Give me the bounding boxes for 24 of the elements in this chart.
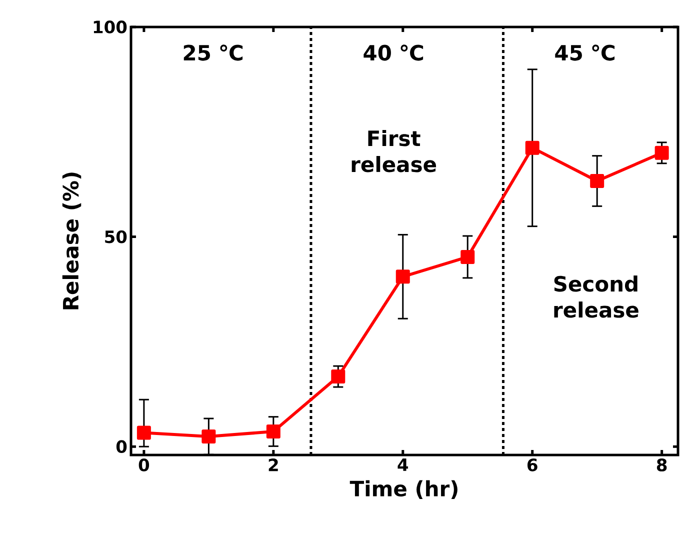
point (654, 146, 669, 160)
x-tick-label: 4 (398, 458, 408, 471)
x-tick-label: 8 (656, 458, 667, 472)
point (460, 250, 475, 264)
annotation: 25 ℃ (184, 44, 243, 61)
y-tick-label: 50 (105, 230, 127, 244)
x-tick-label: 2 (268, 458, 278, 472)
point (331, 370, 346, 384)
annotation: First release (352, 130, 436, 172)
y-axis-title: Release (%) (62, 172, 82, 310)
y-tick-label: 0 (116, 440, 127, 454)
point (266, 424, 280, 438)
annotation: 45 ℃ (555, 44, 615, 61)
y-tick-label: 100 (94, 20, 127, 34)
point (136, 426, 151, 440)
x-axis-title: Time (hr) (350, 480, 458, 499)
annotation: 40 ℃ (364, 44, 424, 61)
point (525, 140, 540, 155)
point (590, 174, 604, 188)
x-tick-label: 6 (527, 458, 538, 472)
x-tick-label: 0 (138, 458, 150, 472)
point (202, 430, 216, 444)
annotation: Second release (554, 276, 638, 318)
point (396, 270, 410, 284)
